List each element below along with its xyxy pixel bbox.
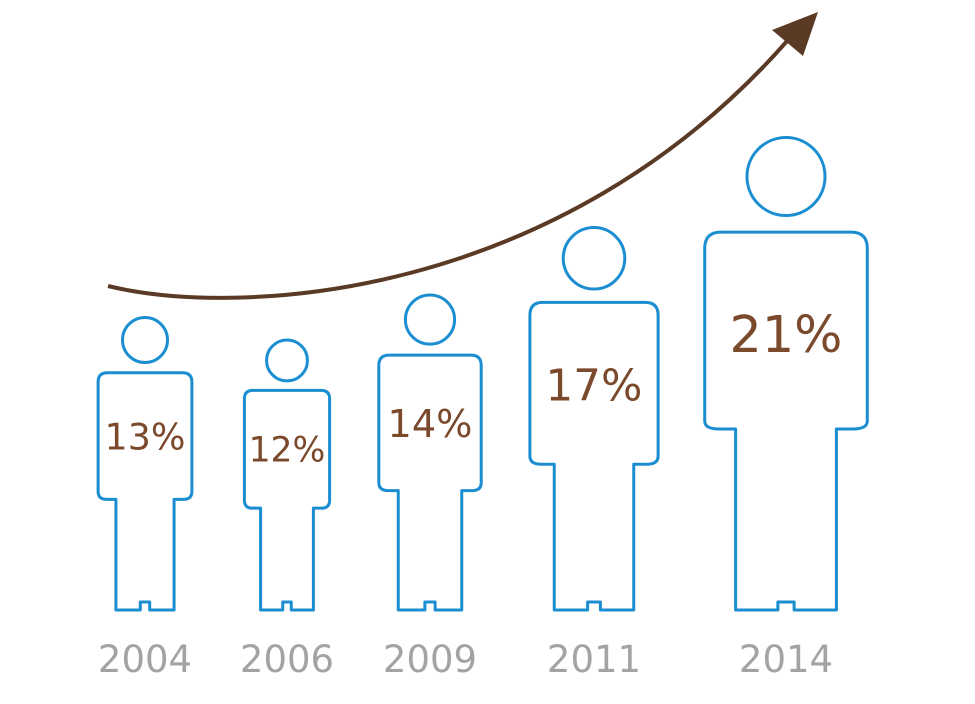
figure-body <box>528 300 660 612</box>
figure-body <box>377 353 483 612</box>
figure-head <box>403 293 457 346</box>
x-tick-label: 2006 <box>240 638 334 681</box>
figure-head <box>561 226 627 291</box>
trend-arrow <box>107 38 790 300</box>
x-tick-label: 2011 <box>547 638 641 681</box>
figure-body <box>96 371 194 612</box>
value-label: 21% <box>730 305 843 364</box>
figure <box>528 226 660 612</box>
figure <box>703 136 869 612</box>
figure <box>242 338 332 612</box>
figure-head <box>745 136 827 218</box>
value-label: 17% <box>546 362 643 412</box>
value-label: 14% <box>388 403 473 447</box>
figure-head <box>120 316 170 365</box>
figure-body <box>703 230 869 612</box>
arrow-head <box>772 12 818 56</box>
x-tick-label: 2014 <box>739 638 833 681</box>
figure <box>377 293 483 612</box>
x-tick-label: 2004 <box>98 638 192 681</box>
value-label: 12% <box>249 430 326 470</box>
figure-head <box>265 338 309 383</box>
figure <box>96 316 194 612</box>
x-tick-label: 2009 <box>383 638 477 681</box>
value-label: 13% <box>105 416 186 459</box>
figure-body <box>242 388 332 612</box>
